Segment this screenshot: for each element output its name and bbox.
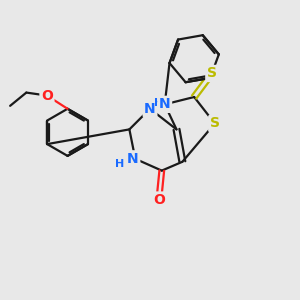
Text: O: O bbox=[41, 88, 53, 103]
Text: N: N bbox=[159, 98, 170, 111]
Text: S: S bbox=[207, 66, 217, 80]
Text: N: N bbox=[127, 152, 139, 166]
Text: H: H bbox=[154, 98, 164, 109]
Text: H: H bbox=[115, 159, 124, 169]
Text: N: N bbox=[144, 102, 156, 116]
Text: O: O bbox=[153, 193, 165, 207]
Text: S: S bbox=[210, 116, 220, 130]
